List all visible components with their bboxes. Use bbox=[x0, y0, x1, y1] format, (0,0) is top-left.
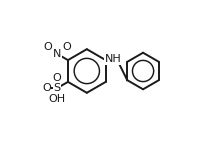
Text: NH: NH bbox=[105, 54, 122, 64]
Text: N: N bbox=[53, 49, 61, 59]
Text: O: O bbox=[43, 42, 52, 52]
Text: S: S bbox=[53, 83, 60, 93]
Text: O: O bbox=[53, 73, 61, 83]
Text: O: O bbox=[62, 42, 71, 52]
Text: OH: OH bbox=[48, 94, 66, 104]
Text: O: O bbox=[42, 83, 51, 93]
